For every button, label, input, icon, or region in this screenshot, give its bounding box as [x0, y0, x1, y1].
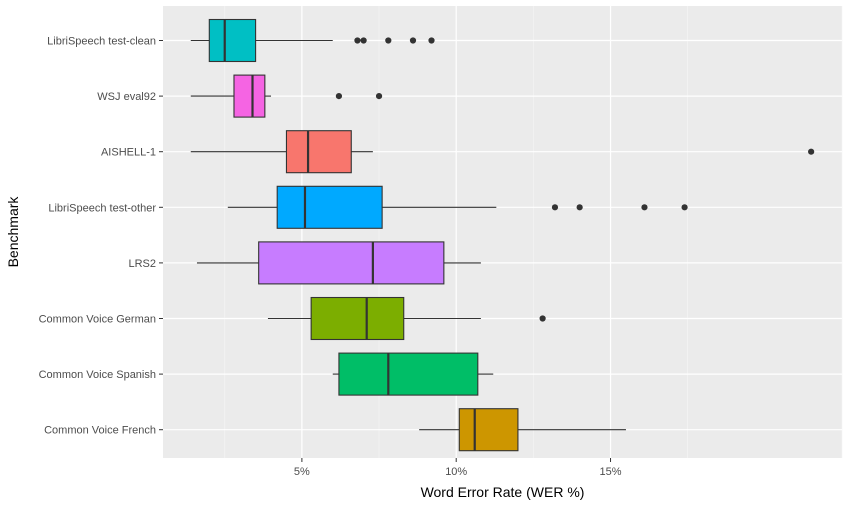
- y-tick-label: LibriSpeech test-clean: [47, 36, 156, 48]
- y-tick-label: LibriSpeech test-other: [48, 202, 156, 214]
- iqr-box: [310, 296, 405, 341]
- iqr-box: [285, 130, 352, 174]
- y-tick-label: AISHELL-1: [101, 147, 156, 159]
- boxplot-lrs2: [196, 241, 481, 285]
- box-series: [190, 18, 815, 452]
- plot-panel: [163, 6, 842, 458]
- outlier-point: [576, 204, 583, 211]
- x-axis-title: Word Error Rate (WER %): [421, 484, 585, 500]
- boxplot-librispeech-test-clean: [190, 18, 435, 63]
- iqr-box: [258, 241, 445, 285]
- x-tick-label: 5%: [294, 466, 310, 478]
- outlier-point: [335, 93, 343, 100]
- outlier-point: [641, 204, 648, 211]
- x-axis-ticks: 5% 10% 15%: [294, 458, 622, 478]
- y-tick-label: Common Voice French: [44, 425, 156, 437]
- outlier-point: [428, 37, 435, 44]
- boxplot-wsj-eval92: [190, 74, 383, 118]
- y-tick-label: Common Voice German: [39, 314, 156, 326]
- iqr-box: [233, 74, 266, 118]
- y-tick-label: Common Voice Spanish: [39, 369, 156, 381]
- outlier-point: [681, 204, 688, 211]
- y-tick-label: WSJ eval92: [97, 91, 156, 103]
- iqr-box: [458, 408, 519, 452]
- outlier-point: [385, 37, 392, 44]
- boxplot-common-voice-french: [419, 408, 626, 452]
- boxplot-common-voice-german: [267, 296, 546, 341]
- outlier-point: [551, 204, 559, 211]
- y-tick-label: LRS2: [128, 258, 156, 270]
- iqr-box: [208, 18, 257, 63]
- boxplot-aishell-1: [190, 130, 815, 174]
- x-tick-label: 10%: [445, 466, 467, 478]
- y-axis-ticks: LibriSpeech test-clean WSJ eval92 AISHELL-…: [39, 36, 163, 437]
- iqr-box: [276, 185, 383, 229]
- outlier-point: [375, 93, 383, 100]
- boxplot-common-voice-spanish: [332, 352, 494, 396]
- outlier-point: [539, 315, 546, 322]
- outlier-point: [409, 37, 417, 44]
- outlier-point: [354, 37, 361, 44]
- y-axis-title: Benchmark: [5, 196, 21, 268]
- outlier-point: [808, 148, 815, 155]
- iqr-box: [338, 352, 479, 396]
- x-tick-label: 15%: [600, 466, 622, 478]
- boxplot-librispeech-test-other: [227, 185, 688, 229]
- outlier-point: [360, 37, 367, 44]
